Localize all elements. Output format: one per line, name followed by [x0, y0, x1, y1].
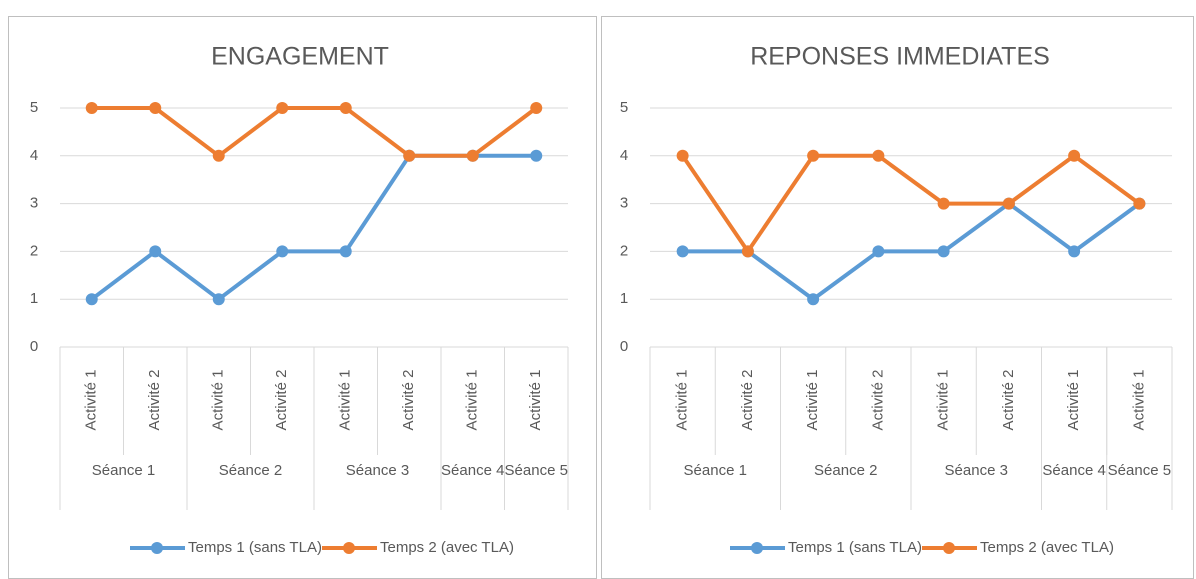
group-label-box: Séance 4: [1042, 462, 1106, 479]
group-label: Séance 1: [91, 462, 156, 479]
x-tick-label: Activité 1: [527, 370, 544, 431]
point: [212, 149, 225, 162]
legend-label: Temps 1 (sans TLA): [788, 539, 922, 556]
point: [339, 245, 352, 258]
group-label-box: Séance 2: [218, 462, 283, 479]
legend-marker: [151, 542, 163, 554]
point: [403, 149, 416, 162]
legend-label: Temps 2 (avec TLA): [380, 539, 514, 556]
point: [530, 102, 543, 114]
point: [676, 149, 689, 162]
x-tick-label: Activité 1: [804, 370, 821, 431]
legend-label: Temps 2 (avec TLA): [980, 539, 1114, 556]
point: [1068, 149, 1081, 162]
x-tick-label: Activité 2: [146, 370, 163, 431]
point: [530, 149, 543, 162]
group-label-box: Séance 1: [683, 462, 747, 479]
point: [1068, 245, 1081, 258]
point: [149, 102, 162, 114]
series-line: [91, 106, 538, 158]
x-tick-label: Activité 2: [273, 370, 290, 431]
point: [937, 245, 950, 258]
x-tick-label: Activité 2: [1000, 370, 1017, 431]
group-label: Séance 1: [683, 462, 747, 479]
group-label-box: Séance 1: [91, 462, 156, 479]
x-tick-label: Activité 2: [739, 370, 756, 431]
y-tick-label: 4: [620, 147, 628, 164]
point: [1133, 197, 1146, 210]
group-label-box: Séance 3: [345, 462, 410, 479]
panel-border: [8, 16, 597, 579]
y-tick-label: 1: [620, 290, 628, 307]
y-tick-label: 3: [30, 195, 38, 212]
series-line: [680, 153, 1141, 254]
y-tick-label: 1: [30, 290, 38, 307]
point: [676, 245, 689, 258]
legend-label: Temps 1 (sans TLA): [188, 539, 322, 556]
x-tick-label: Activité 1: [674, 370, 691, 431]
x-tick-label: Activité 1: [210, 370, 227, 431]
point: [937, 197, 950, 210]
point: [276, 102, 289, 114]
point: [1002, 197, 1015, 210]
chart-title: REPONSES IMMEDIATES: [750, 43, 1050, 71]
x-tick-label: Activité 1: [464, 370, 481, 431]
y-tick-label: 5: [620, 99, 628, 116]
group-label: Séance 3: [345, 462, 410, 479]
x-tick-label: Activité 1: [1130, 370, 1147, 431]
group-label: Séance 2: [218, 462, 283, 479]
y-tick-label: 2: [30, 242, 38, 259]
group-label-box: Séance 2: [814, 462, 878, 479]
group-label: Séance 3: [944, 462, 1008, 479]
group-label-box: Séance 4: [441, 462, 505, 479]
point: [872, 245, 885, 258]
x-tick-label: Activité 1: [83, 370, 100, 431]
x-tick-label: Activité 1: [337, 370, 354, 431]
y-tick-label: 0: [620, 338, 628, 355]
point: [741, 245, 754, 258]
group-label: Séance 2: [814, 462, 878, 479]
group-label-box: Séance 3: [944, 462, 1008, 479]
panel-border: [601, 16, 1194, 579]
x-tick-label: Activité 2: [869, 370, 886, 431]
point: [85, 102, 98, 114]
group-label: Séance 4: [441, 462, 505, 479]
point: [212, 293, 225, 306]
point: [149, 245, 162, 258]
point: [807, 293, 820, 306]
group-label: Séance 5: [1107, 462, 1172, 479]
group-label: Séance 5: [504, 462, 568, 479]
x-tick-label: Activité 2: [400, 370, 417, 431]
legend-marker: [943, 542, 955, 554]
y-tick-label: 5: [30, 99, 38, 116]
legend-marker: [751, 542, 763, 554]
x-tick-label: Activité 1: [935, 370, 952, 431]
chart-title: ENGAGEMENT: [211, 43, 389, 71]
point: [872, 149, 885, 162]
point: [807, 149, 820, 162]
y-tick-label: 0: [30, 338, 38, 355]
series-line: [682, 201, 1141, 302]
y-tick-label: 4: [30, 147, 38, 164]
y-tick-label: 2: [620, 242, 628, 259]
y-tick-label: 3: [620, 195, 628, 212]
point: [339, 102, 352, 114]
x-tick-label: Activité 1: [1065, 370, 1082, 431]
point: [85, 293, 98, 306]
group-label-box: Séance 5: [504, 462, 568, 479]
group-label: Séance 4: [1042, 462, 1106, 479]
group-label-box: Séance 5: [1107, 462, 1172, 479]
point: [466, 149, 479, 162]
legend-marker: [343, 542, 355, 554]
point: [276, 245, 289, 258]
